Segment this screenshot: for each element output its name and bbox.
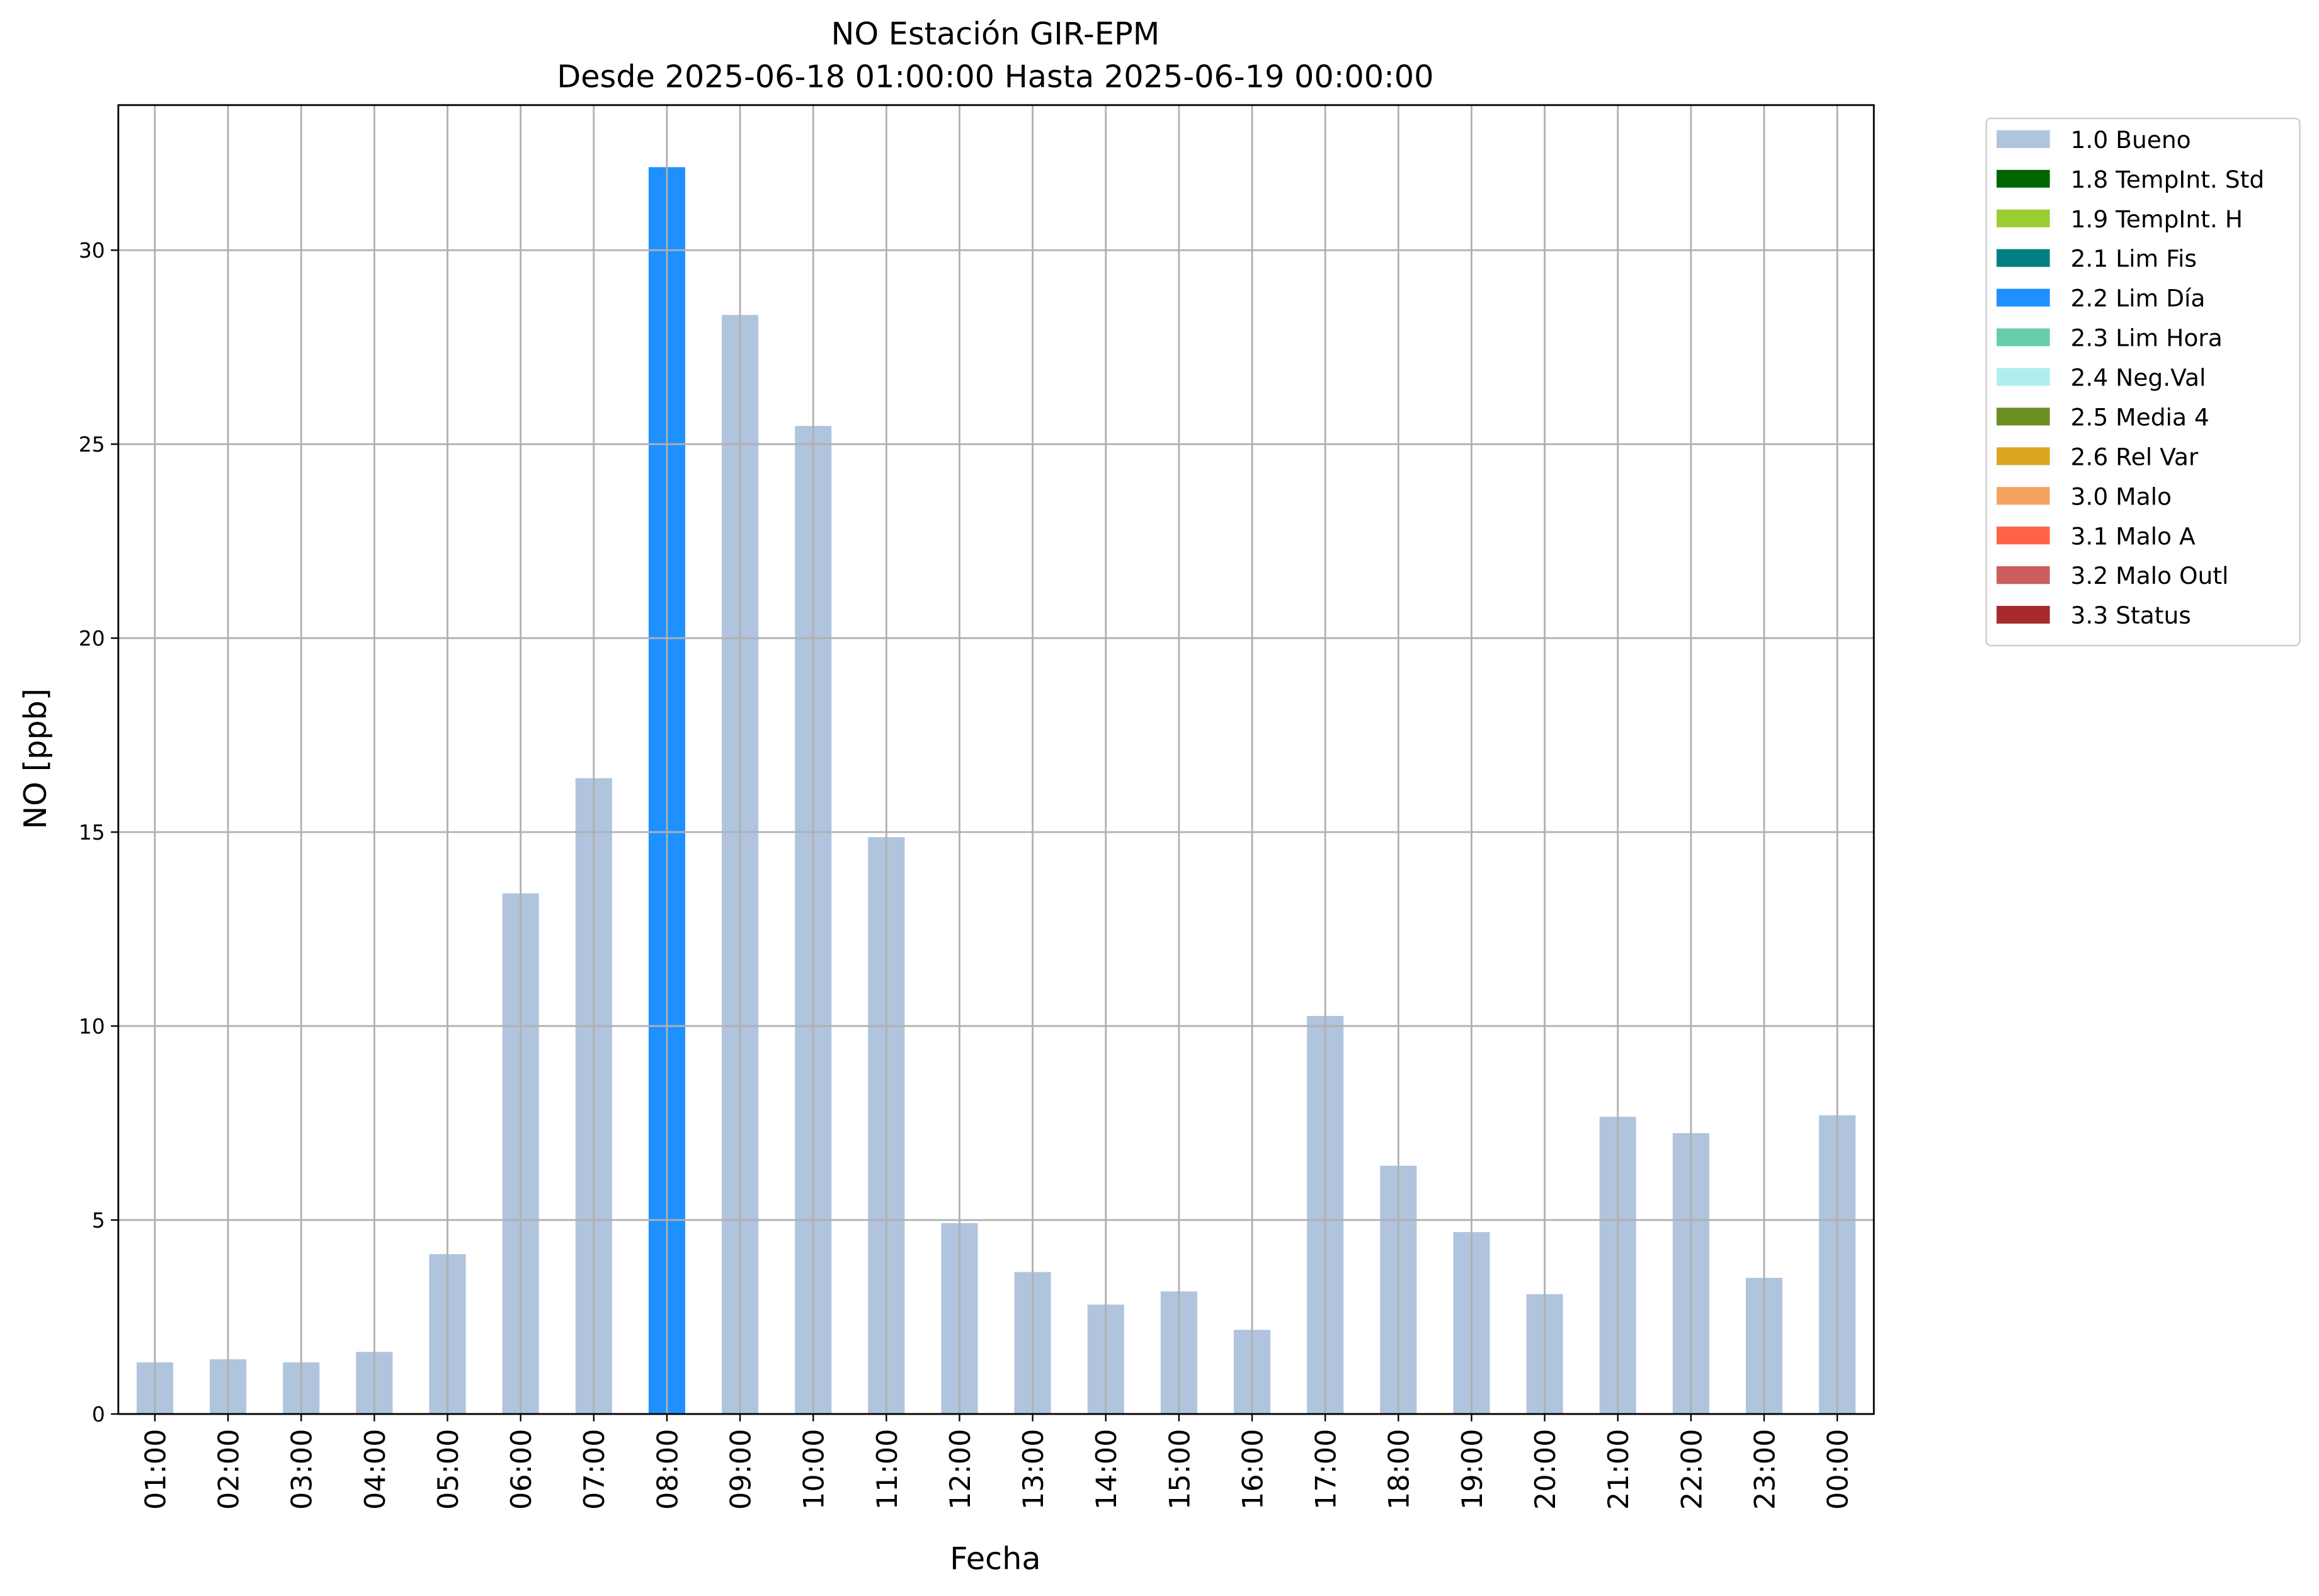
x-tick-label: 13:00	[1017, 1429, 1050, 1510]
x-tick-label: 16:00	[1236, 1429, 1269, 1510]
legend-label: 3.1 Malo A	[2071, 522, 2196, 550]
x-tick-label: 05:00	[432, 1429, 465, 1510]
x-tick-label: 21:00	[1602, 1429, 1635, 1510]
legend-swatch	[1997, 605, 2050, 624]
legend-swatch	[1997, 527, 2050, 545]
x-tick-label: 00:00	[1822, 1429, 1855, 1510]
y-tick-label: 15	[79, 820, 105, 845]
legend-swatch	[1997, 368, 2050, 386]
legend-label: 2.5 Media 4	[2071, 403, 2209, 431]
chart-title: NO Estación GIR-EPM	[831, 16, 1160, 52]
legend-swatch	[1997, 408, 2050, 426]
chart-subtitle: Desde 2025-06-18 01:00:00 Hasta 2025-06-…	[557, 59, 1433, 95]
legend-swatch	[1997, 487, 2050, 505]
x-tick-label: 12:00	[944, 1429, 977, 1510]
x-tick-label: 18:00	[1383, 1429, 1416, 1510]
x-tick-label: 22:00	[1675, 1429, 1708, 1510]
y-axis-label: NO [ppb]	[17, 688, 54, 829]
legend-label: 1.0 Bueno	[2071, 126, 2191, 154]
legend-swatch	[1997, 209, 2050, 227]
y-tick-label: 20	[79, 626, 105, 651]
x-tick-label: 07:00	[578, 1429, 611, 1510]
x-tick-label: 17:00	[1310, 1429, 1343, 1510]
legend-swatch	[1997, 288, 2050, 307]
legend-label: 2.3 Lim Hora	[2071, 324, 2223, 352]
legend-label: 2.6 Rel Var	[2071, 443, 2199, 470]
plot-frame	[117, 104, 1875, 1415]
legend-label: 2.4 Neg.Val	[2071, 364, 2206, 392]
x-tick-label: 08:00	[651, 1429, 684, 1510]
legend-swatch	[1997, 130, 2050, 148]
y-tick-label: 10	[79, 1014, 105, 1039]
y-tick-label: 30	[79, 238, 105, 263]
x-tick-label: 01:00	[139, 1429, 172, 1510]
x-tick-label: 15:00	[1163, 1429, 1196, 1510]
legend-swatch	[1997, 249, 2050, 267]
x-tick-label: 09:00	[724, 1429, 757, 1510]
x-tick-label: 02:00	[213, 1429, 246, 1510]
x-tick-label: 20:00	[1529, 1429, 1562, 1510]
y-tick-label: 5	[92, 1208, 105, 1233]
x-tick-label: 23:00	[1748, 1429, 1781, 1510]
x-tick-label: 04:00	[359, 1429, 392, 1510]
x-tick-label: 11:00	[871, 1429, 904, 1510]
y-tick-label: 0	[92, 1402, 105, 1427]
legend-label: 1.8 TempInt. Std	[2071, 166, 2265, 193]
legend-label: 3.0 Malo	[2071, 482, 2172, 510]
x-tick-label: 14:00	[1090, 1429, 1123, 1510]
legend-label: 1.9 TempInt. H	[2071, 205, 2243, 233]
legend-swatch	[1997, 328, 2050, 346]
x-axis-label: Fecha	[950, 1541, 1041, 1577]
legend-label: 2.1 Lim Fis	[2071, 245, 2197, 273]
legend-swatch	[1997, 566, 2050, 584]
legend-swatch	[1997, 447, 2050, 465]
x-tick-label: 10:00	[798, 1429, 831, 1510]
x-tick-label: 19:00	[1456, 1429, 1489, 1510]
x-tick-label: 06:00	[505, 1429, 538, 1510]
x-tick-label: 03:00	[286, 1429, 319, 1510]
y-tick-label: 25	[79, 432, 105, 457]
legend-label: 2.2 Lim Día	[2071, 285, 2206, 312]
legend-swatch	[1997, 169, 2050, 188]
legend-label: 3.2 Malo Outl	[2071, 562, 2229, 590]
legend-box	[1985, 117, 2301, 647]
legend-label: 3.3 Status	[2071, 601, 2191, 629]
